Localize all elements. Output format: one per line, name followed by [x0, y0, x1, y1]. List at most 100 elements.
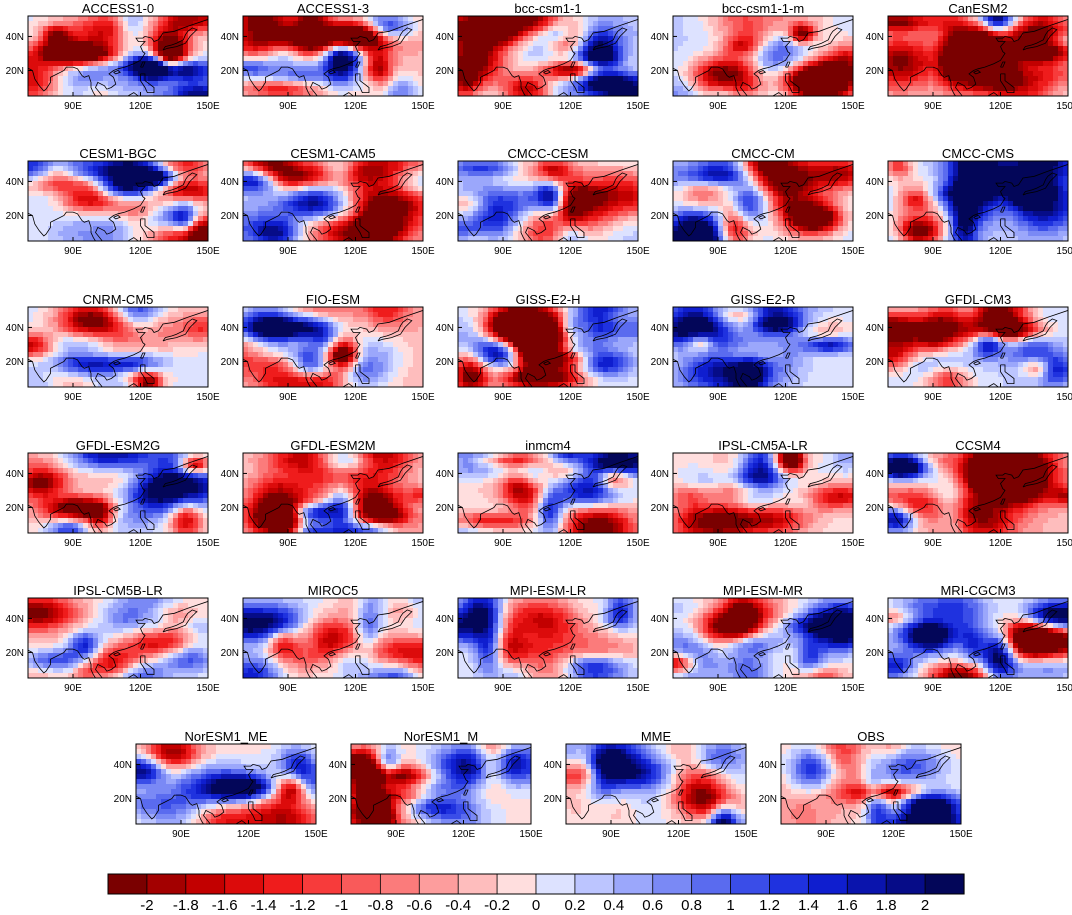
- coastline: [136, 794, 204, 824]
- x-tick-label: 120E: [774, 538, 798, 549]
- coastline: [973, 215, 982, 220]
- x-tick-label: 120E: [344, 538, 368, 549]
- y-tick-label: 40N: [866, 614, 884, 625]
- panel-frame: [350, 743, 532, 825]
- y-tick-label: 40N: [436, 32, 454, 43]
- coastline: [28, 648, 96, 678]
- anomaly-field: [458, 161, 638, 241]
- x-tick-label: 120E: [882, 829, 906, 840]
- coastline: [785, 655, 800, 675]
- x-tick-label: 120E: [559, 683, 583, 694]
- coastline: [377, 464, 413, 488]
- coastline: [436, 798, 445, 803]
- map-panel: bcc-csm1-1 20N 40N 90E 120E 150E: [436, 1, 650, 112]
- panel-title: CCSM4: [955, 438, 1001, 453]
- x-tick-label: 90E: [64, 246, 82, 257]
- anomaly-field: [673, 598, 853, 678]
- coastline: [525, 310, 638, 387]
- coastline: [785, 364, 800, 384]
- coastline: [310, 164, 423, 241]
- y-tick-label: 20N: [651, 503, 669, 514]
- coastline: [944, 386, 946, 387]
- coastline: [592, 609, 628, 633]
- coastline: [807, 27, 843, 51]
- coastline: [328, 215, 337, 220]
- coastline: [351, 794, 419, 824]
- anomaly-field: [243, 453, 423, 533]
- coastline: [328, 70, 337, 75]
- x-tick-label: 90E: [817, 829, 835, 840]
- colorbar-swatch: [574, 873, 615, 895]
- coastline: [270, 755, 306, 779]
- y-tick-label: 20N: [436, 648, 454, 659]
- coastline: [525, 19, 638, 96]
- coastline: [888, 503, 956, 533]
- x-tick-label: 150E: [626, 246, 650, 257]
- panel-title: CMCC-CESM: [508, 146, 589, 161]
- coastline: [729, 532, 731, 533]
- y-tick-label: 20N: [114, 794, 132, 805]
- x-tick-label: 120E: [989, 101, 1013, 112]
- panel-frame: [242, 160, 424, 242]
- coastline: [1000, 61, 1006, 68]
- x-tick-label: 90E: [172, 829, 190, 840]
- coastline: [310, 601, 423, 678]
- coastline: [570, 643, 576, 650]
- anomaly-field: [458, 598, 638, 678]
- coastline: [485, 755, 521, 779]
- x-tick-label: 90E: [709, 683, 727, 694]
- coastline: [299, 532, 301, 533]
- y-tick-label: 20N: [436, 211, 454, 222]
- coastline: [807, 318, 843, 342]
- map-panel: CCSM4 20N 40N 90E 120E 150E: [866, 438, 1072, 549]
- coastline: [162, 27, 198, 51]
- x-tick-label: 90E: [494, 246, 512, 257]
- y-tick-label: 20N: [221, 66, 239, 77]
- coastline: [310, 456, 423, 533]
- coastline: [514, 386, 516, 387]
- panel-frame: [457, 15, 639, 97]
- x-tick-label: 120E: [344, 683, 368, 694]
- coastline: [785, 73, 800, 93]
- anomaly-field: [888, 16, 1068, 96]
- anomaly-field: [888, 161, 1068, 241]
- panel-frame: [135, 743, 317, 825]
- x-tick-label: 120E: [344, 246, 368, 257]
- coastline: [162, 464, 198, 488]
- coastline: [377, 172, 413, 196]
- panel-frame: [27, 452, 209, 534]
- y-tick-label: 20N: [866, 503, 884, 514]
- colorbar-swatch: [224, 873, 265, 895]
- coastline: [566, 794, 634, 824]
- coastline: [758, 507, 767, 512]
- coastline: [781, 794, 849, 824]
- panel-frame: [457, 597, 639, 679]
- anomaly-field: [888, 453, 1068, 533]
- x-tick-label: 120E: [989, 246, 1013, 257]
- x-tick-label: 150E: [411, 538, 435, 549]
- panel-title: ACCESS1-0: [82, 1, 154, 16]
- coastline: [377, 609, 413, 633]
- y-tick-label: 20N: [436, 503, 454, 514]
- y-tick-label: 40N: [221, 323, 239, 334]
- panel-grid: ACCESS1-0 20N 40N 90E 120E 150E ACCESS1-3 20N 40…: [6, 1, 1072, 840]
- coastline: [84, 532, 86, 533]
- x-tick-label: 90E: [279, 392, 297, 403]
- x-tick-label: 120E: [774, 101, 798, 112]
- coastline: [785, 352, 791, 359]
- coastline: [633, 747, 746, 824]
- panel-title: MPI-ESM-LR: [510, 583, 587, 598]
- panel-frame: [887, 452, 1069, 534]
- x-tick-label: 150E: [411, 683, 435, 694]
- map-panel: MPI-ESM-LR 20N 40N 90E 120E 150E: [436, 583, 650, 694]
- x-tick-label: 120E: [774, 392, 798, 403]
- y-tick-label: 20N: [544, 794, 562, 805]
- coastline: [140, 73, 155, 93]
- x-tick-label: 90E: [494, 683, 512, 694]
- coastline: [1022, 609, 1058, 633]
- coastline: [837, 823, 839, 824]
- coastline: [758, 215, 767, 220]
- coastline: [140, 61, 146, 68]
- coastline: [328, 652, 337, 657]
- coastline: [299, 240, 301, 241]
